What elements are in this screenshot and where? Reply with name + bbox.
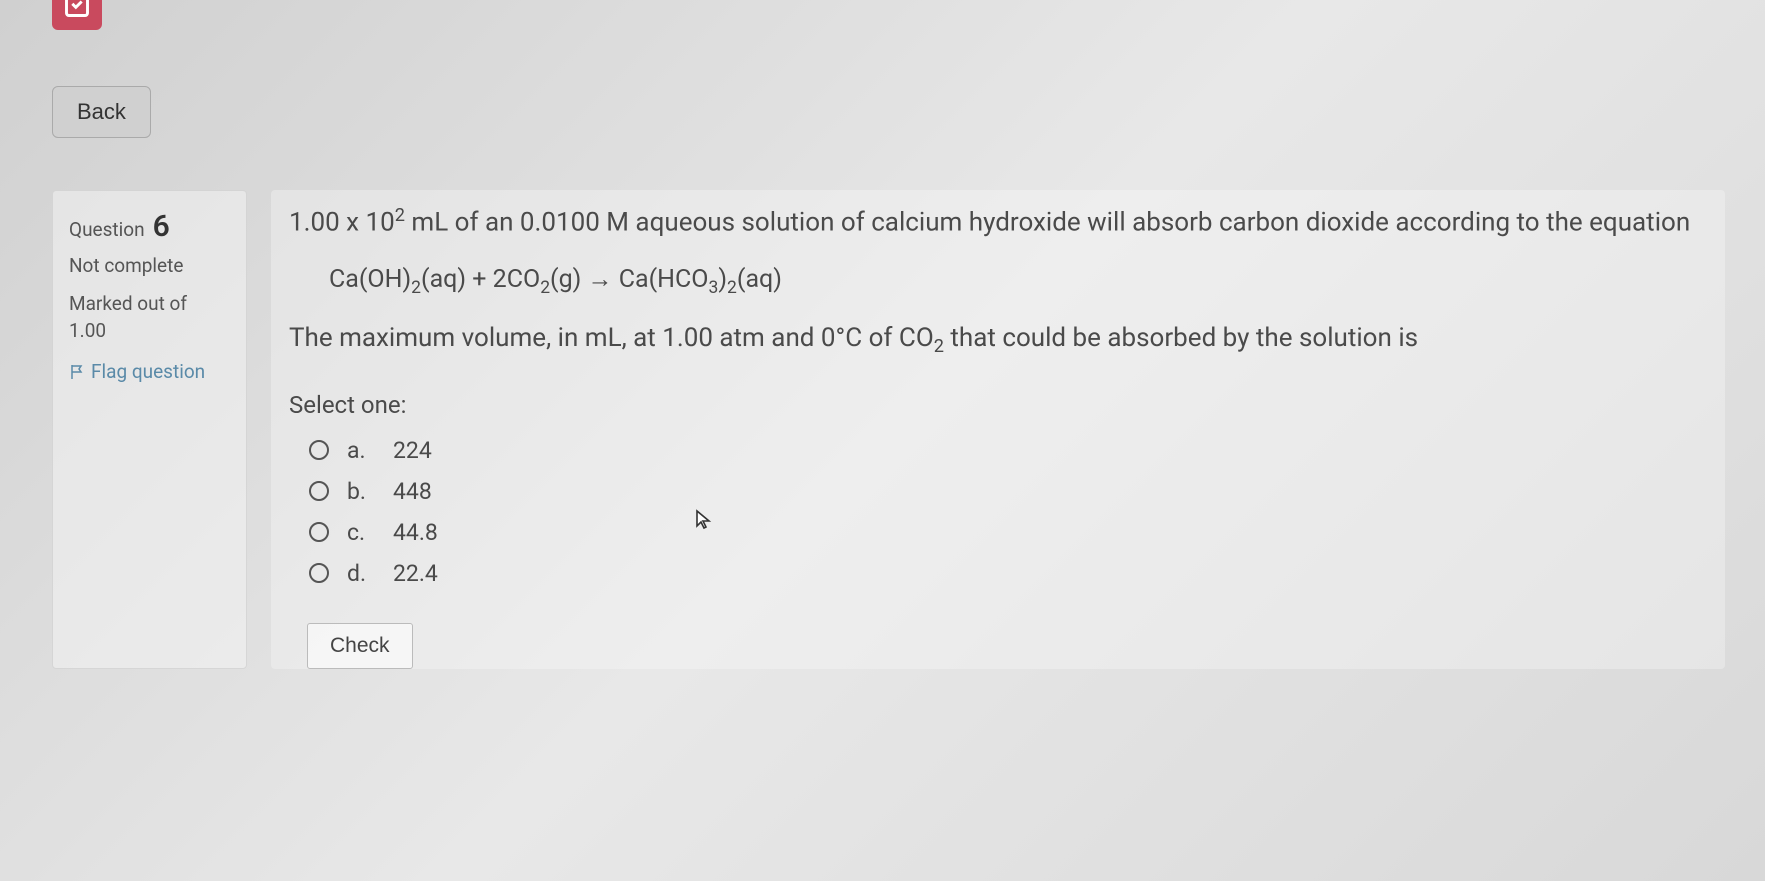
option-c[interactable]: c. 44.8 [309, 519, 1707, 546]
flag-question-link[interactable]: Flag question [69, 360, 230, 383]
marked-label: Marked out of [69, 292, 187, 315]
radio-icon [309, 440, 329, 460]
option-text: 22.4 [393, 560, 438, 587]
option-letter: a. [347, 437, 375, 464]
option-d[interactable]: d. 22.4 [309, 560, 1707, 587]
completion-status: Not complete [69, 254, 230, 277]
select-one-label: Select one: [289, 391, 1707, 419]
option-b[interactable]: b. 448 [309, 478, 1707, 505]
option-letter: b. [347, 478, 375, 505]
option-text: 44.8 [393, 519, 438, 546]
option-a[interactable]: a. 224 [309, 437, 1707, 464]
radio-icon [309, 563, 329, 583]
question-number: 6 [153, 209, 170, 244]
chemical-equation: Ca(OH)2(aq) + 2CO2(g) → Ca(HCO3)2(aq) [329, 258, 1707, 304]
question-label: Question [69, 218, 145, 241]
option-letter: c. [347, 519, 375, 546]
flag-icon [69, 364, 85, 380]
check-button[interactable]: Check [307, 623, 413, 669]
flag-label: Flag question [91, 360, 205, 383]
marked-value: 1.00 [69, 319, 106, 342]
question-info-panel: Question 6 Not complete Marked out of 1.… [52, 190, 247, 669]
radio-icon [309, 481, 329, 501]
question-intro: 1.00 x 102 mL of an 0.0100 M aqueous sol… [289, 200, 1707, 246]
radio-icon [309, 522, 329, 542]
answer-options: a. 224 b. 448 c. 44.8 d. 22.4 [309, 437, 1707, 587]
option-text: 448 [393, 478, 432, 505]
question-prompt: The maximum volume, in mL, at 1.00 atm a… [289, 316, 1707, 363]
option-text: 224 [393, 437, 432, 464]
option-letter: d. [347, 560, 375, 587]
back-button[interactable]: Back [52, 86, 151, 138]
question-content: 1.00 x 102 mL of an 0.0100 M aqueous sol… [271, 190, 1725, 669]
quiz-nav-icon[interactable] [52, 0, 102, 30]
